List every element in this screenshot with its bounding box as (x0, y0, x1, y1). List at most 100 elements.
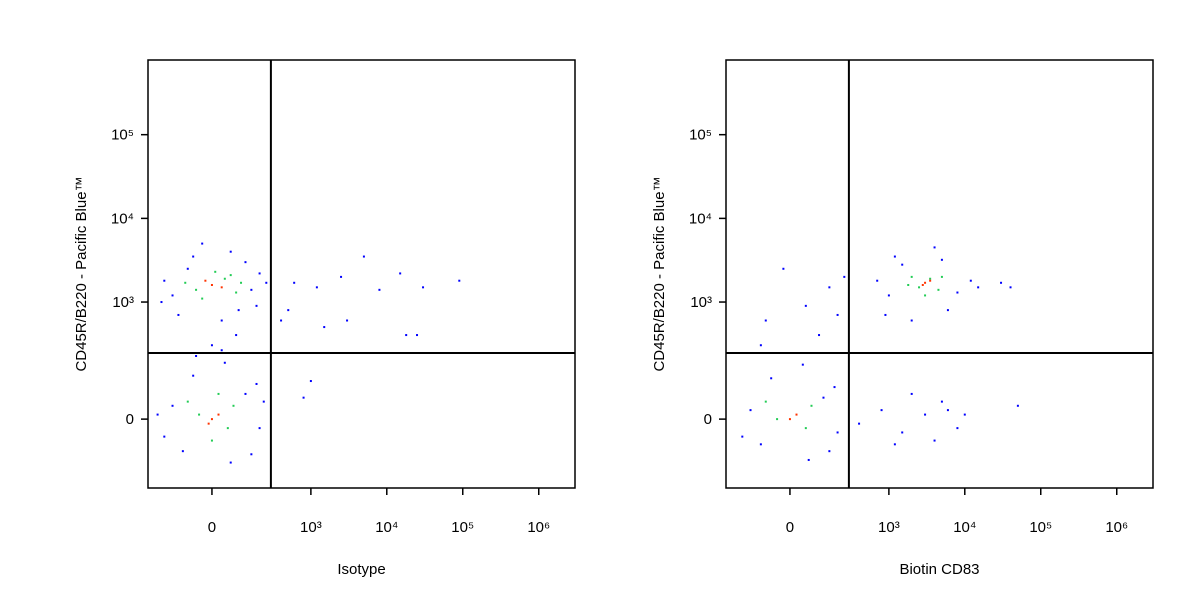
x-tick-label: 10⁵ (451, 519, 474, 536)
x-tick-label: 0 (786, 519, 794, 536)
event-dot (759, 344, 762, 347)
event-dot (1000, 281, 1003, 284)
event-dot (217, 413, 220, 416)
plot: 0 10³ 10⁴ 10⁵ 10⁶ 0 10³ 10⁴ 10⁵ Isotype CD45R/B220… (73, 59, 576, 578)
event-dot (362, 255, 365, 258)
event-dot (764, 400, 767, 403)
event-dot (250, 453, 253, 456)
y-tick-label: 0 (126, 411, 134, 428)
event-dot (250, 288, 253, 291)
event-dot (265, 281, 268, 284)
event-dot (770, 377, 773, 380)
event-dot (235, 291, 238, 294)
event-dot (804, 427, 807, 430)
event-dot (801, 363, 804, 366)
event-dot (160, 301, 163, 304)
event-dot (258, 272, 261, 275)
event-dot (776, 418, 779, 421)
event-dot (963, 413, 966, 416)
event-dot (940, 258, 943, 261)
event-dot (171, 294, 174, 297)
event-dot (946, 409, 949, 412)
event-dot (309, 380, 312, 383)
event-dot (229, 461, 232, 464)
x-axis-label: Biotin CD83 (899, 561, 979, 578)
event-dot (280, 319, 283, 322)
event-dot (843, 275, 846, 278)
event-dot (255, 304, 258, 307)
event-dot (181, 450, 184, 453)
event-dot (759, 443, 762, 446)
y-tick-label: 10⁵ (111, 127, 134, 144)
event-dot (969, 279, 972, 282)
plot-frame (147, 59, 576, 489)
event-dot (201, 297, 204, 300)
event-dot (244, 392, 247, 395)
x-tick-label: 10⁵ (1029, 519, 1052, 536)
x-tick-label: 10³ (878, 519, 900, 536)
event-dot (828, 450, 831, 453)
event-dot (346, 319, 349, 322)
event-dot (255, 382, 258, 385)
event-dot (207, 422, 210, 425)
event-dot (416, 334, 419, 337)
y-tick-label: 10⁴ (689, 210, 712, 227)
event-dot (836, 431, 839, 434)
event-dot (229, 274, 232, 277)
event-dot (198, 413, 201, 416)
event-dot (192, 255, 195, 258)
event-dot (929, 279, 932, 282)
x-tick-label: 10⁶ (1105, 519, 1128, 536)
event-dot (933, 439, 936, 442)
event-dot (956, 427, 959, 430)
event-dot (237, 309, 240, 312)
event-dot (858, 422, 861, 425)
event-dot (940, 400, 943, 403)
event-dot (924, 281, 927, 284)
x-axis-label: Isotype (337, 561, 385, 578)
event-dot (315, 286, 318, 289)
event-dot (764, 319, 767, 322)
event-dot (186, 400, 189, 403)
event-dot (201, 242, 204, 245)
event-dot (235, 334, 238, 337)
event-dot (933, 246, 936, 249)
event-dot (910, 392, 913, 395)
event-dot (340, 275, 343, 278)
event-dot (422, 286, 425, 289)
event-dot (293, 281, 296, 284)
event-dot (378, 288, 381, 291)
event-dot (918, 286, 921, 289)
event-dot (893, 255, 896, 258)
event-dot (818, 334, 821, 337)
event-dot (210, 418, 213, 421)
event-dot (788, 418, 791, 421)
y-axis-label: CD45R/B220 - Pacific Blue™ (73, 176, 90, 371)
event-dot (186, 267, 189, 270)
event-dot (946, 309, 949, 312)
event-dot (887, 294, 890, 297)
plot-frame (725, 59, 1154, 489)
event-dot (924, 294, 927, 297)
event-dot (804, 304, 807, 307)
event-dot (807, 458, 810, 461)
event-dot (220, 319, 223, 322)
event-dot (220, 286, 223, 289)
event-dot (229, 250, 232, 253)
x-tick-label: 0 (208, 519, 216, 536)
event-dot (458, 279, 461, 282)
event-dot (163, 279, 166, 282)
event-dot (876, 279, 879, 282)
event-dot (192, 374, 195, 377)
event-dot (156, 413, 159, 416)
event-dot (262, 400, 265, 403)
event-dot (226, 427, 229, 430)
event-dot (937, 288, 940, 291)
event-dot (302, 396, 305, 399)
event-dot (795, 413, 798, 416)
event-dot (836, 313, 839, 316)
event-dot (232, 404, 235, 407)
event-dot (217, 392, 220, 395)
event-dot (171, 404, 174, 407)
event-dot (901, 263, 904, 266)
